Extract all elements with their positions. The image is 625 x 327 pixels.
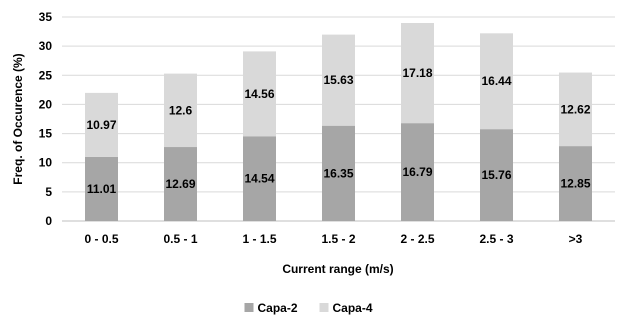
bar-capa-2-1 [164, 147, 197, 221]
bar-capa-2-0 [85, 156, 118, 221]
bar-capa-2-5 [480, 129, 513, 221]
bar-capa-2-6 [559, 146, 592, 221]
y-tick-label: 5 [45, 185, 52, 199]
data-label-capa-2-2: 14.54 [244, 172, 274, 186]
bar-capa-4-0 [85, 92, 118, 157]
x-tick-label: 1.5 - 2 [321, 232, 355, 246]
data-labels: 11.01 10.97 12.69 12.6 14.54 14.56 16.35 15.63 1… [86, 66, 590, 196]
data-label-capa-2-5: 15.76 [481, 168, 511, 182]
data-label-capa-4-5: 16.44 [481, 74, 511, 88]
legend-swatch-capa-2 [244, 303, 254, 312]
data-label-capa-4-3: 15.63 [323, 73, 353, 87]
y-tick-label: 15 [39, 127, 53, 141]
x-tick-label: 1 - 1.5 [242, 232, 276, 246]
data-label-capa-2-4: 16.79 [402, 165, 432, 179]
y-tick-label: 30 [39, 39, 53, 53]
bar-capa-4-4 [401, 23, 434, 124]
data-label-capa-2-1: 12.69 [165, 177, 195, 191]
bar-capa-4-5 [480, 33, 513, 130]
y-tick-label: 20 [39, 97, 53, 111]
legend-label-capa-2: Capa-2 [258, 301, 298, 315]
bar-capa-4-3 [322, 34, 355, 126]
y-tick-label: 35 [39, 10, 53, 24]
x-tick-label: 2 - 2.5 [400, 232, 434, 246]
legend-label-capa-4: Capa-4 [333, 301, 373, 315]
legend-swatch-capa-4 [319, 303, 329, 312]
y-axis-ticks: 0 5 10 15 20 25 30 35 [39, 10, 53, 228]
y-axis-title: Freq. of Occurence (%) [11, 53, 25, 184]
data-label-capa-4-4: 17.18 [402, 66, 432, 80]
data-label-capa-2-3: 16.35 [323, 166, 353, 180]
y-tick-label: 0 [45, 214, 52, 228]
x-axis-ticks: 0 - 0.5 0.5 - 1 1 - 1.5 1.5 - 2 2 - 2.5 2.5 -… [84, 232, 582, 246]
y-tick-label: 10 [39, 156, 53, 170]
x-tick-label: 0.5 - 1 [163, 232, 197, 246]
x-axis-title: Current range (m/s) [282, 262, 393, 276]
data-label-capa-2-0: 11.01 [87, 182, 117, 196]
x-tick-label: >3 [569, 232, 583, 246]
data-label-capa-4-1: 12.6 [169, 103, 193, 117]
legend: Capa-2 Capa-4 [244, 301, 373, 315]
bar-capa-2-2 [243, 136, 276, 221]
bar-capa-2-4 [401, 123, 434, 221]
data-label-capa-2-6: 12.85 [560, 177, 590, 191]
data-label-capa-4-0: 10.97 [86, 118, 116, 132]
bars [85, 23, 592, 221]
data-label-capa-4-6: 12.62 [560, 102, 590, 116]
bar-capa-4-6 [559, 72, 592, 147]
y-tick-label: 25 [39, 68, 53, 82]
x-tick-label: 0 - 0.5 [84, 232, 118, 246]
x-tick-label: 2.5 - 3 [479, 232, 513, 246]
bar-capa-4-2 [243, 51, 276, 137]
data-label-capa-4-2: 14.56 [244, 87, 274, 101]
bar-capa-4-1 [164, 73, 197, 148]
bar-capa-2-3 [322, 125, 355, 221]
